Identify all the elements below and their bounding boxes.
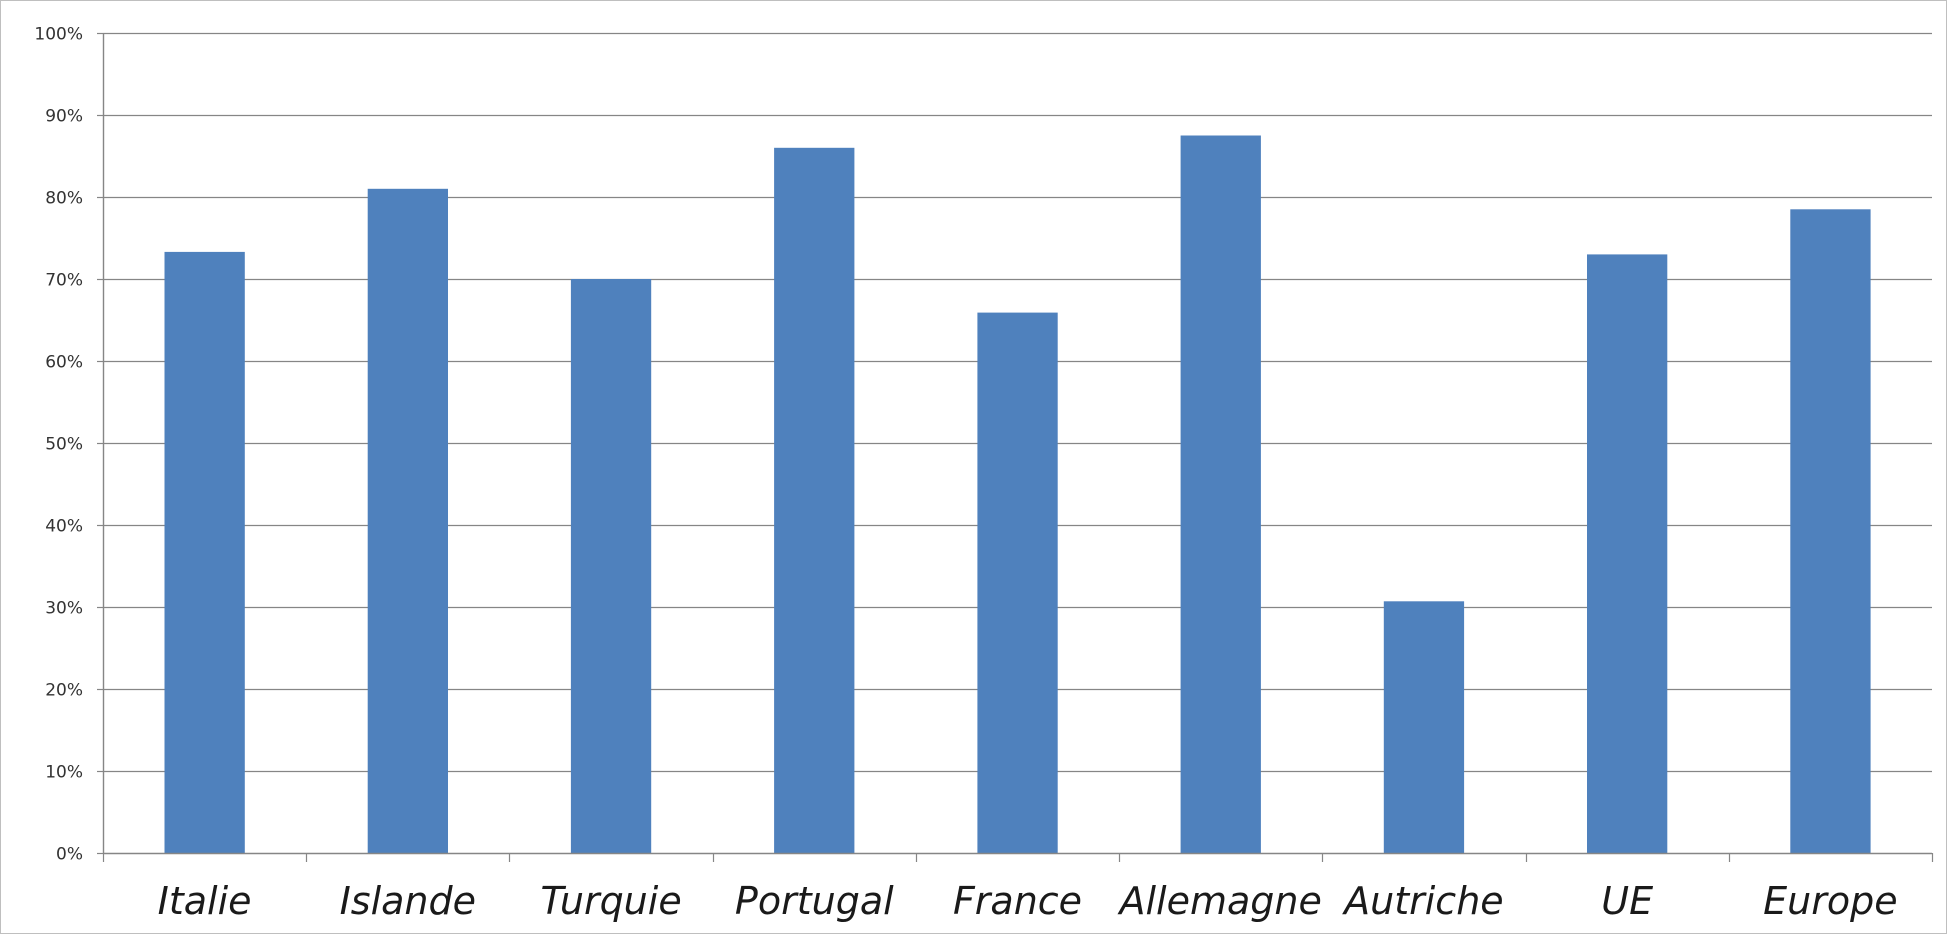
bars: [164, 135, 1871, 854]
y-tick-label: 10%: [45, 763, 83, 783]
bar-europe: [1790, 209, 1871, 854]
x-tick-label: Autriche: [1341, 879, 1504, 923]
y-tick-label: 0%: [56, 845, 83, 865]
y-tick-label: 20%: [45, 681, 83, 701]
bar-portugal: [774, 147, 855, 854]
bar-turquie: [570, 279, 652, 853]
y-tick-label: 40%: [45, 517, 83, 537]
x-tick-label: Turquie: [540, 879, 681, 923]
x-tick-label: Portugal: [735, 879, 894, 923]
y-tick-label: 80%: [45, 189, 83, 209]
y-tick-label: 90%: [45, 107, 83, 127]
x-tick-label: Allemagne: [1117, 879, 1322, 923]
y-tick-label: 50%: [45, 435, 83, 455]
y-axis-tick-labels: 0% 10% 20% 30% 40% 50% 60% 70% 80% 90% 100%: [34, 25, 83, 865]
x-tick-label: Europe: [1763, 879, 1897, 923]
bar-ue: [1587, 254, 1668, 853]
bar-islande: [367, 188, 448, 854]
bar-allemagne: [1180, 135, 1261, 853]
x-tick-label: Islande: [340, 879, 476, 923]
y-tick-label: 100%: [34, 25, 83, 45]
bar-france: [977, 312, 1058, 854]
bar-autriche: [1383, 601, 1465, 853]
x-tick-label: Italie: [158, 879, 252, 923]
y-tick-label: 30%: [45, 599, 83, 619]
x-axis-tick-labels: Italie Islande Turquie Portugal France Allema…: [158, 879, 1898, 923]
y-tick-label: 60%: [45, 353, 83, 373]
y-tick-label: 70%: [45, 271, 83, 291]
x-tick-label: France: [953, 879, 1082, 923]
axes: [97, 32, 1934, 862]
x-tick-label: UE: [1601, 879, 1653, 923]
bar-italie: [164, 251, 245, 853]
